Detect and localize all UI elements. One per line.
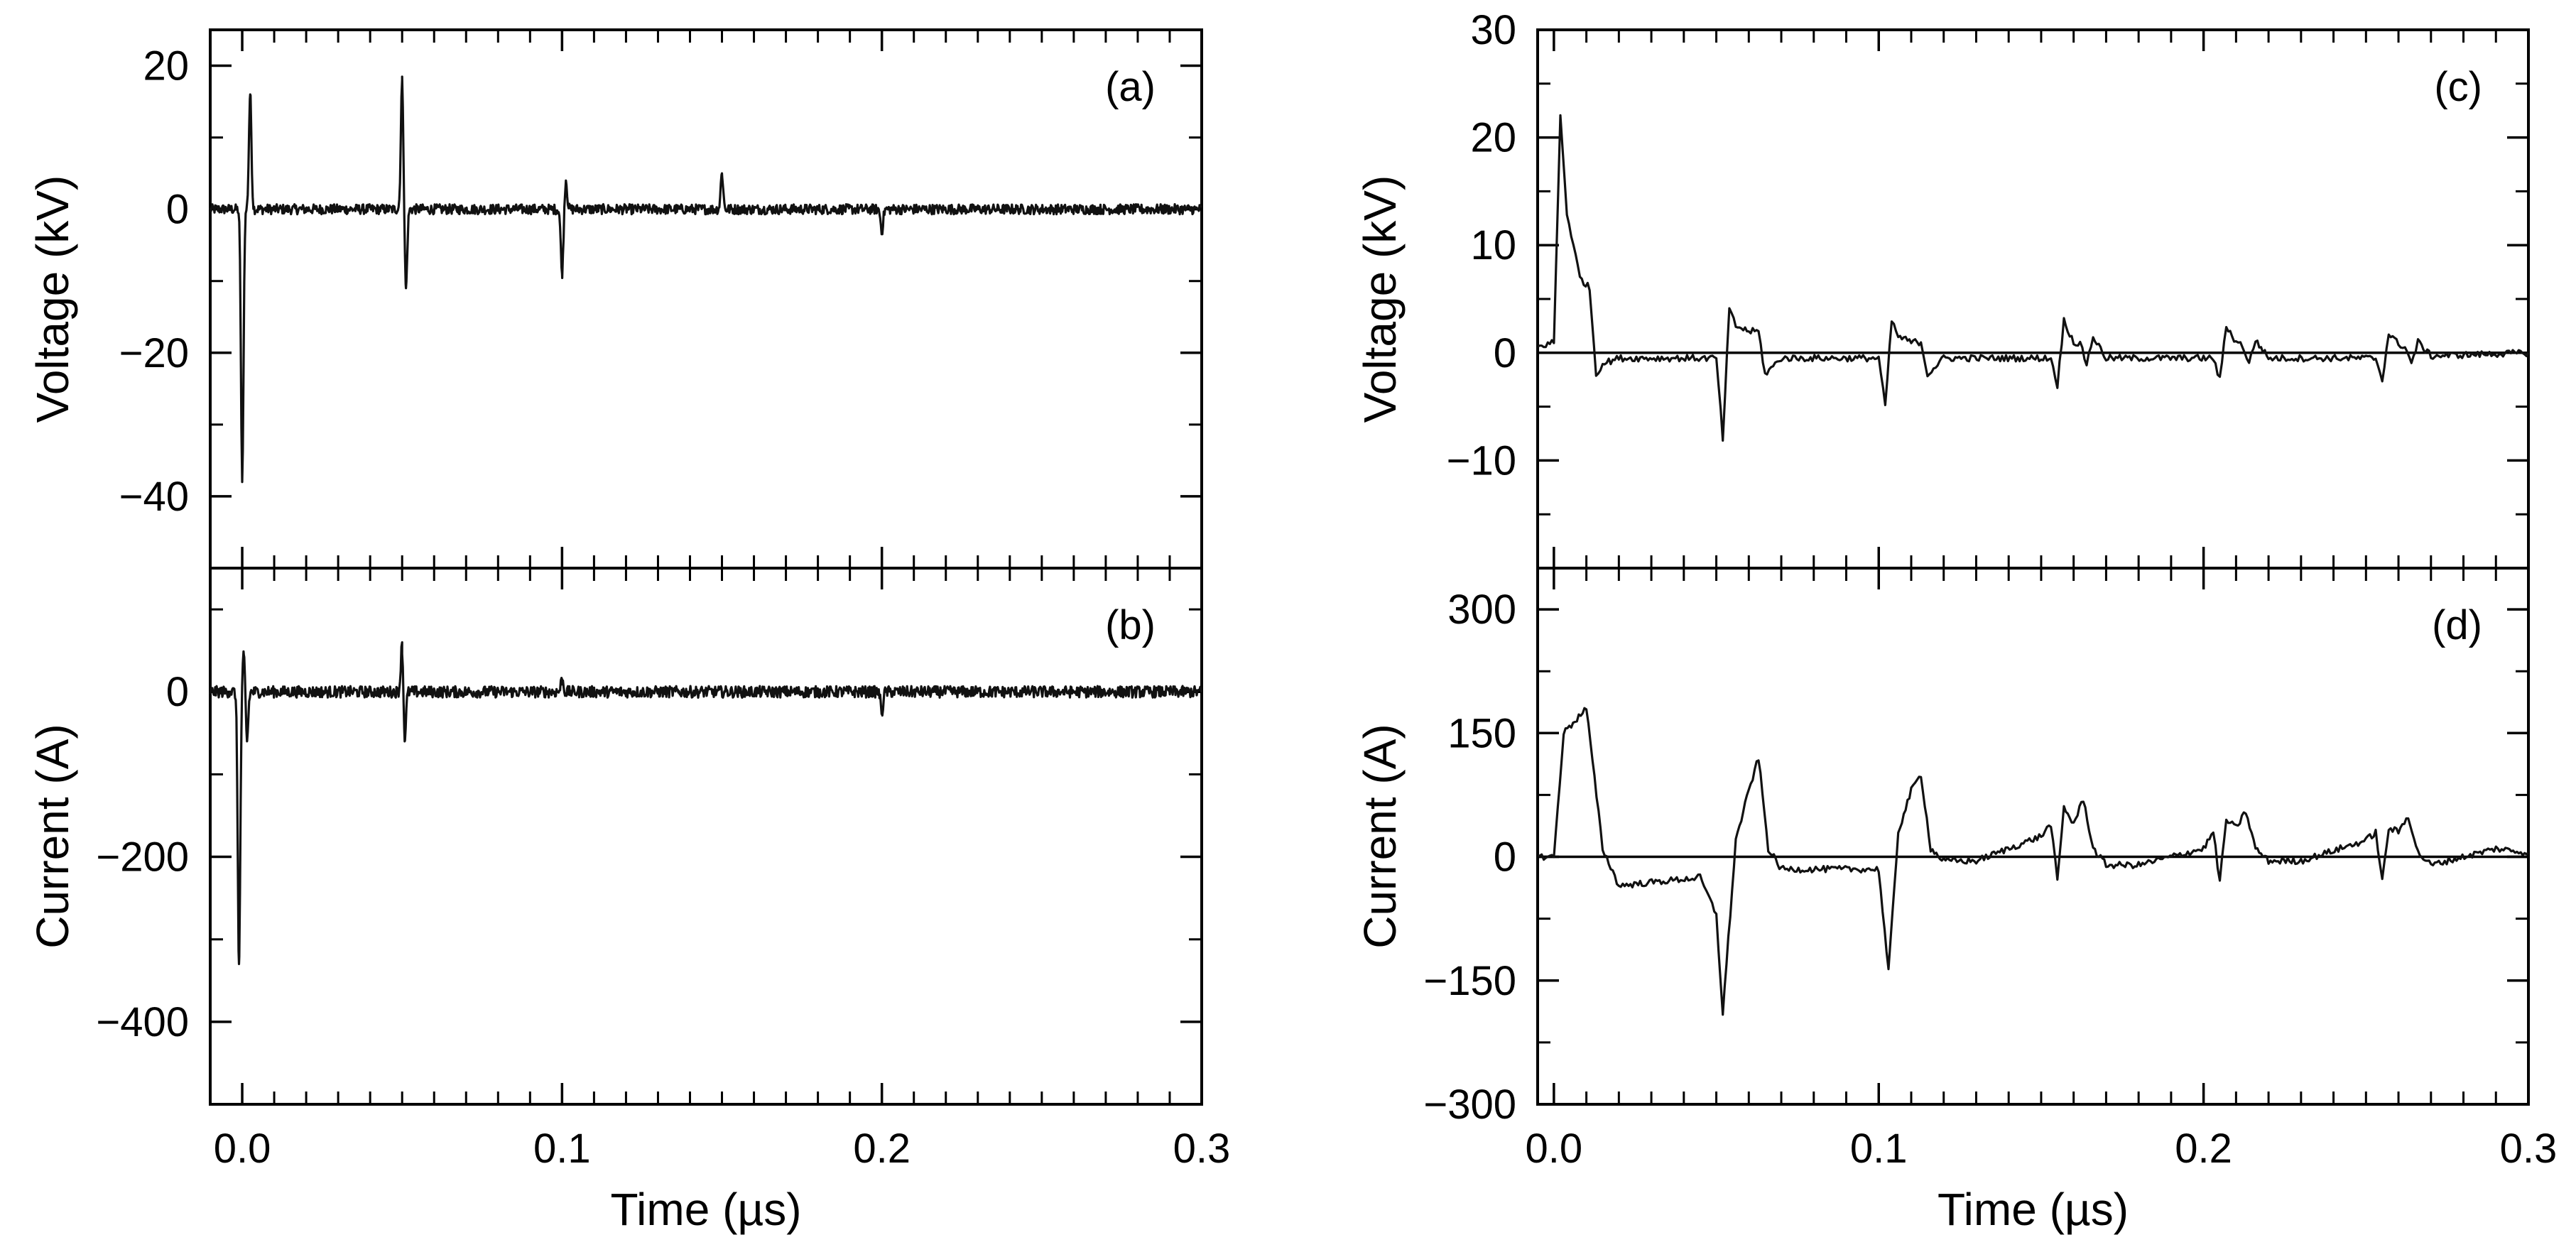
x-tick-label: 0.0 — [1526, 1126, 1583, 1172]
panel-a: −40 −20 0 20 Voltage (kV) (a) — [27, 28, 1203, 570]
panel-c: −10 0 10 20 30 Voltage (kV) (c) — [1354, 7, 2530, 570]
x-tick-label: 0.3 — [2500, 1126, 2558, 1172]
y-tick-label: −40 — [119, 474, 189, 520]
y-tick-label: 0 — [166, 669, 189, 715]
panel-label: (b) — [1105, 602, 1156, 648]
panel-a-frame — [209, 28, 1203, 570]
x-tick-label: 0.1 — [533, 1126, 591, 1172]
series-line-b — [209, 641, 1203, 966]
y-tick-label: 20 — [143, 43, 189, 89]
x-tick-label: 0.0 — [214, 1126, 271, 1172]
y-tick-label: −300 — [1423, 1082, 1516, 1128]
y-axis-label: Voltage (kV) — [27, 175, 78, 423]
series-line-c — [1537, 114, 2530, 442]
x-tick-label: 0.2 — [853, 1126, 911, 1172]
x-axis-label: Time (µs) — [1938, 1184, 2129, 1235]
panel-d-frame — [1536, 567, 2530, 1106]
y-tick-label: −400 — [96, 999, 189, 1045]
y-tick-label: −10 — [1447, 437, 1516, 484]
x-tick-label: 0.2 — [2175, 1126, 2232, 1172]
panel-label: (c) — [2434, 64, 2482, 110]
y-tick-label: 150 — [1447, 710, 1516, 756]
y-tick-label: 10 — [1470, 222, 1516, 268]
panel-label: (a) — [1105, 64, 1156, 110]
y-tick-label: −200 — [96, 834, 189, 881]
y-axis-label: Voltage (kV) — [1354, 175, 1406, 423]
y-tick-label: 300 — [1447, 587, 1516, 633]
y-tick-label: 0 — [1494, 330, 1516, 376]
panel-c-frame — [1536, 28, 2530, 570]
y-tick-label: −150 — [1423, 958, 1516, 1004]
y-tick-label: 0 — [1494, 834, 1516, 881]
y-tick-label: 30 — [1470, 7, 1516, 53]
series-line-a — [209, 75, 1202, 484]
series-line-d — [1538, 707, 2529, 1016]
x-tick-label: 0.1 — [1850, 1126, 1908, 1172]
y-axis-label: Current (A) — [1354, 724, 1406, 949]
x-tick-label: 0.3 — [1173, 1126, 1231, 1172]
y-tick-label: 0 — [166, 187, 189, 233]
panel-b-frame — [209, 567, 1203, 1106]
panel-b: −400 −200 0 0.0 0.1 0.2 0.3 Current (A) Time (µs… — [27, 567, 1231, 1235]
y-axis-label: Current (A) — [27, 724, 78, 949]
panel-d: −300 −150 0 150 300 0.0 0.1 0.2 0.3 Current (A) Ti… — [1354, 567, 2558, 1235]
y-tick-label: 20 — [1470, 115, 1516, 161]
y-tick-label: −20 — [119, 330, 189, 376]
panel-label: (d) — [2432, 602, 2482, 648]
x-axis-label: Time (µs) — [610, 1184, 801, 1235]
